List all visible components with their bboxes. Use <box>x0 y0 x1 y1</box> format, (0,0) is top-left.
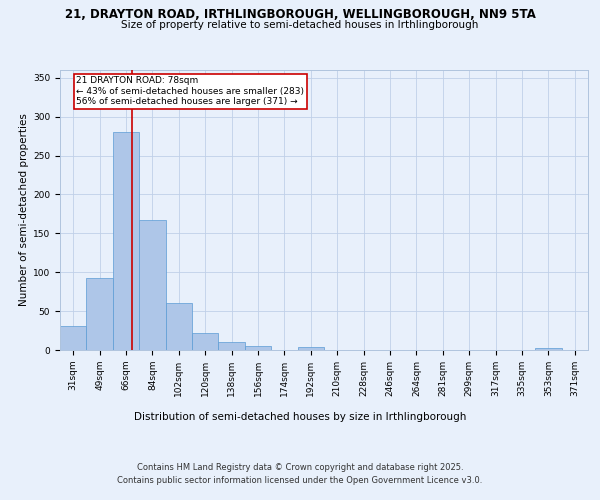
Bar <box>245 346 271 350</box>
Bar <box>139 220 166 350</box>
Text: Size of property relative to semi-detached houses in Irthlingborough: Size of property relative to semi-detach… <box>121 20 479 30</box>
Bar <box>218 342 245 350</box>
Bar <box>192 333 218 350</box>
Bar <box>60 326 86 350</box>
Text: Contains public sector information licensed under the Open Government Licence v3: Contains public sector information licen… <box>118 476 482 485</box>
Text: 21 DRAYTON ROAD: 78sqm
← 43% of semi-detached houses are smaller (283)
56% of se: 21 DRAYTON ROAD: 78sqm ← 43% of semi-det… <box>76 76 304 106</box>
Bar <box>298 347 324 350</box>
Text: Contains HM Land Registry data © Crown copyright and database right 2025.: Contains HM Land Registry data © Crown c… <box>137 462 463 471</box>
Bar <box>166 304 192 350</box>
Bar <box>113 132 139 350</box>
Bar <box>535 348 562 350</box>
Bar <box>86 278 113 350</box>
Text: 21, DRAYTON ROAD, IRTHLINGBOROUGH, WELLINGBOROUGH, NN9 5TA: 21, DRAYTON ROAD, IRTHLINGBOROUGH, WELLI… <box>65 8 535 20</box>
Y-axis label: Number of semi-detached properties: Number of semi-detached properties <box>19 114 29 306</box>
Text: Distribution of semi-detached houses by size in Irthlingborough: Distribution of semi-detached houses by … <box>134 412 466 422</box>
